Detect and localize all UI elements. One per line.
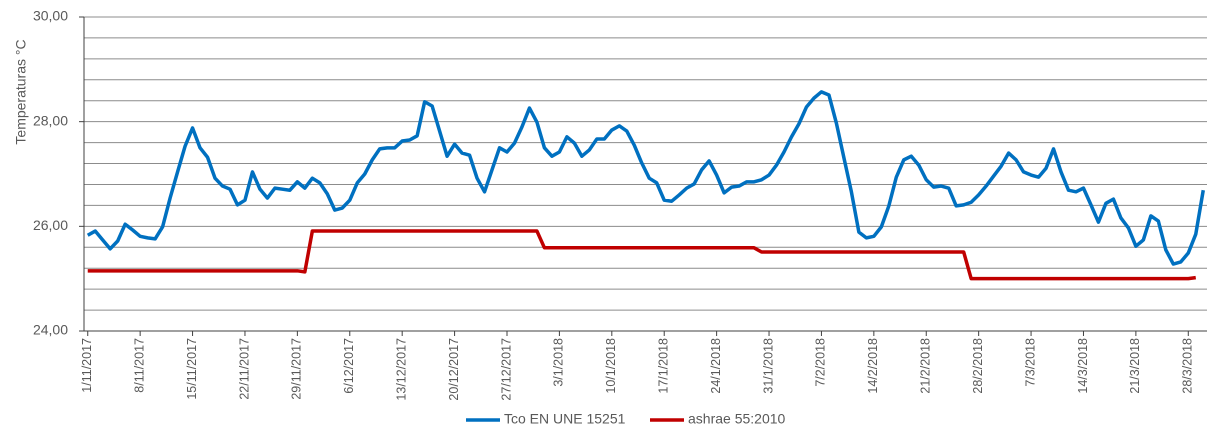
x-tick-label: 28/2/2018 <box>971 338 985 394</box>
y-tick-label: 28,00 <box>33 112 68 128</box>
x-tick-label: 21/3/2018 <box>1128 338 1142 394</box>
x-tick-label: 8/11/2017 <box>132 338 146 393</box>
x-tick-label: 28/3/2018 <box>1181 338 1195 394</box>
x-tick-label: 15/11/2017 <box>185 338 199 400</box>
y-tick-label: 26,00 <box>33 217 68 233</box>
x-tick-label: 6/12/2017 <box>342 338 356 394</box>
x-tick-label: 14/3/2018 <box>1076 338 1090 394</box>
x-tick-label: 31/1/2018 <box>761 338 775 394</box>
x-tick-label: 7/3/2018 <box>1023 338 1037 387</box>
x-tick-label: 3/1/2018 <box>552 338 566 387</box>
x-tick-label: 1/11/2017 <box>80 338 94 393</box>
x-tick-label: 7/2/2018 <box>814 338 828 387</box>
x-tick-label: 14/2/2018 <box>866 338 880 394</box>
legend-label: Tco EN UNE 15251 <box>504 411 626 427</box>
y-axis-title: Temperaturas °C <box>13 39 29 144</box>
x-tick-label: 20/12/2017 <box>447 338 461 401</box>
x-tick-label: 22/11/2017 <box>237 338 251 400</box>
x-tick-label: 13/12/2017 <box>394 338 408 401</box>
series-line <box>87 229 1197 281</box>
legend-label: ashrae 55:2010 <box>688 411 786 427</box>
x-tick-label: 10/1/2018 <box>604 338 618 394</box>
y-tick-label: 30,00 <box>33 8 68 24</box>
x-tick-label: 29/11/2017 <box>290 338 304 400</box>
x-tick-label: 21/2/2018 <box>919 338 933 394</box>
y-tick-label: 24,00 <box>33 322 68 338</box>
x-tick-label: 24/1/2018 <box>709 338 723 394</box>
x-tick-label: 27/12/2017 <box>499 338 513 401</box>
series-line <box>86 90 1205 266</box>
x-tick-label: 17/1/2018 <box>657 338 671 394</box>
